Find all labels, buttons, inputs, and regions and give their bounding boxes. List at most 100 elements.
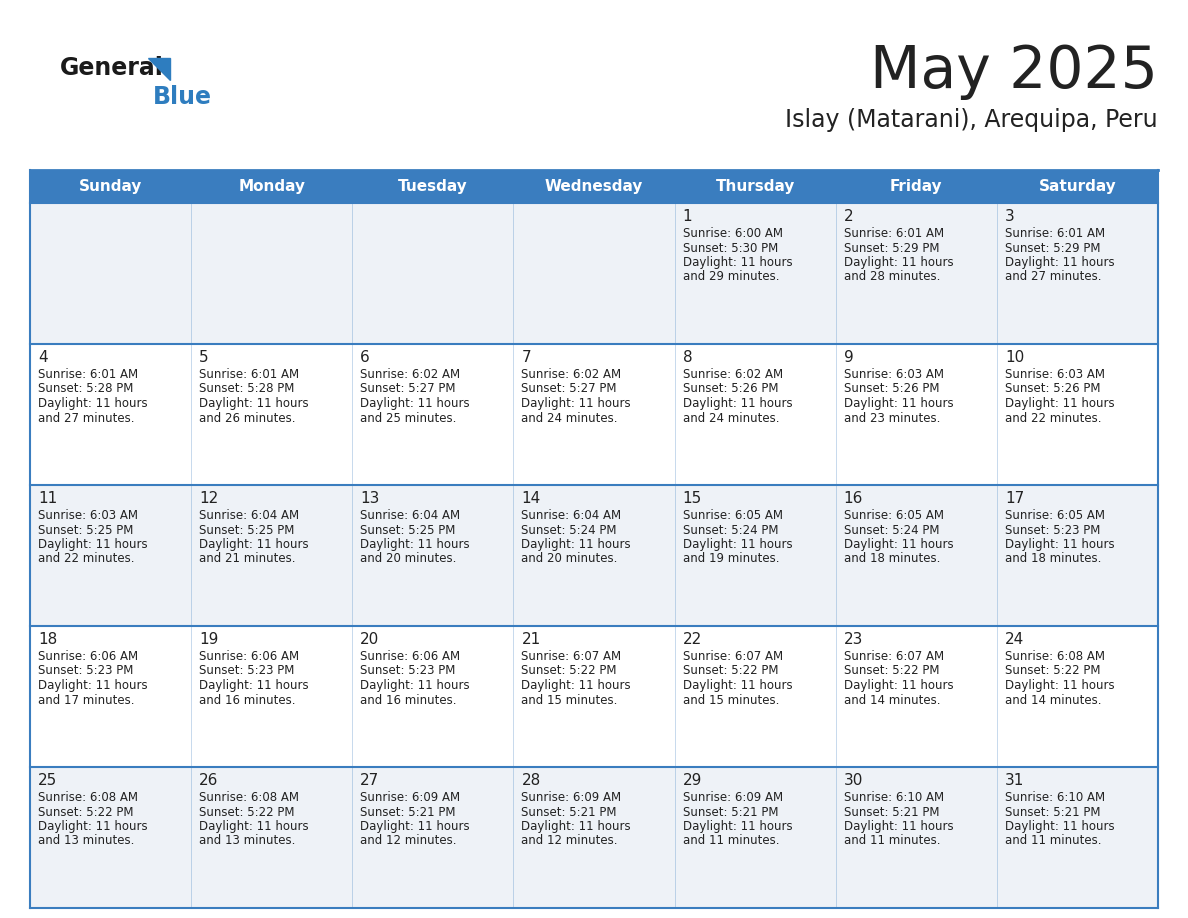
Text: Sunset: 5:21 PM: Sunset: 5:21 PM — [522, 805, 617, 819]
Text: and 18 minutes.: and 18 minutes. — [843, 553, 940, 565]
Text: and 11 minutes.: and 11 minutes. — [843, 834, 940, 847]
Text: Sunrise: 6:05 AM: Sunrise: 6:05 AM — [683, 509, 783, 522]
Text: Sunrise: 6:02 AM: Sunrise: 6:02 AM — [683, 368, 783, 381]
Text: Sunset: 5:24 PM: Sunset: 5:24 PM — [683, 523, 778, 536]
Text: 22: 22 — [683, 632, 702, 647]
Text: Sunset: 5:26 PM: Sunset: 5:26 PM — [843, 383, 940, 396]
Text: 14: 14 — [522, 491, 541, 506]
Text: Sunrise: 6:01 AM: Sunrise: 6:01 AM — [38, 368, 138, 381]
Text: Sunrise: 6:08 AM: Sunrise: 6:08 AM — [200, 791, 299, 804]
Text: Sunset: 5:26 PM: Sunset: 5:26 PM — [1005, 383, 1100, 396]
Bar — [513, 170, 675, 203]
Text: Sunset: 5:23 PM: Sunset: 5:23 PM — [200, 665, 295, 677]
Text: Sunrise: 6:02 AM: Sunrise: 6:02 AM — [360, 368, 461, 381]
Text: 15: 15 — [683, 491, 702, 506]
Text: and 27 minutes.: and 27 minutes. — [38, 411, 134, 424]
Text: and 27 minutes.: and 27 minutes. — [1005, 271, 1101, 284]
Text: Daylight: 11 hours: Daylight: 11 hours — [200, 820, 309, 833]
Text: Sunrise: 6:01 AM: Sunrise: 6:01 AM — [843, 227, 943, 240]
Text: Sunrise: 6:10 AM: Sunrise: 6:10 AM — [1005, 791, 1105, 804]
Text: 19: 19 — [200, 632, 219, 647]
Text: Sunset: 5:27 PM: Sunset: 5:27 PM — [360, 383, 456, 396]
Text: Daylight: 11 hours: Daylight: 11 hours — [1005, 820, 1114, 833]
Text: and 15 minutes.: and 15 minutes. — [522, 693, 618, 707]
Text: and 19 minutes.: and 19 minutes. — [683, 553, 779, 565]
Text: and 18 minutes.: and 18 minutes. — [1005, 553, 1101, 565]
Text: 29: 29 — [683, 773, 702, 788]
Text: 25: 25 — [38, 773, 57, 788]
Text: and 14 minutes.: and 14 minutes. — [843, 693, 940, 707]
Text: Daylight: 11 hours: Daylight: 11 hours — [200, 397, 309, 410]
Text: Daylight: 11 hours: Daylight: 11 hours — [522, 679, 631, 692]
Text: and 20 minutes.: and 20 minutes. — [360, 553, 456, 565]
Text: Daylight: 11 hours: Daylight: 11 hours — [360, 820, 470, 833]
Text: Sunset: 5:23 PM: Sunset: 5:23 PM — [1005, 523, 1100, 536]
Text: Daylight: 11 hours: Daylight: 11 hours — [683, 397, 792, 410]
Text: Daylight: 11 hours: Daylight: 11 hours — [1005, 538, 1114, 551]
Text: 7: 7 — [522, 350, 531, 365]
Text: Saturday: Saturday — [1038, 179, 1117, 194]
Text: Islay (Matarani), Arequipa, Peru: Islay (Matarani), Arequipa, Peru — [785, 108, 1158, 132]
Text: Sunset: 5:24 PM: Sunset: 5:24 PM — [522, 523, 617, 536]
Text: Sunrise: 6:10 AM: Sunrise: 6:10 AM — [843, 791, 943, 804]
Text: Sunrise: 6:06 AM: Sunrise: 6:06 AM — [360, 650, 461, 663]
Text: Daylight: 11 hours: Daylight: 11 hours — [38, 820, 147, 833]
Text: Sunrise: 6:03 AM: Sunrise: 6:03 AM — [38, 509, 138, 522]
Text: and 13 minutes.: and 13 minutes. — [200, 834, 296, 847]
Text: Daylight: 11 hours: Daylight: 11 hours — [683, 679, 792, 692]
Text: Sunset: 5:22 PM: Sunset: 5:22 PM — [38, 805, 133, 819]
Text: Daylight: 11 hours: Daylight: 11 hours — [200, 679, 309, 692]
Text: Daylight: 11 hours: Daylight: 11 hours — [38, 397, 147, 410]
Text: and 28 minutes.: and 28 minutes. — [843, 271, 940, 284]
Text: Daylight: 11 hours: Daylight: 11 hours — [522, 397, 631, 410]
Text: and 17 minutes.: and 17 minutes. — [38, 693, 134, 707]
Text: Sunset: 5:24 PM: Sunset: 5:24 PM — [843, 523, 940, 536]
Text: Daylight: 11 hours: Daylight: 11 hours — [360, 397, 470, 410]
Text: 17: 17 — [1005, 491, 1024, 506]
Text: 24: 24 — [1005, 632, 1024, 647]
Text: and 14 minutes.: and 14 minutes. — [1005, 693, 1101, 707]
Text: Sunset: 5:30 PM: Sunset: 5:30 PM — [683, 241, 778, 254]
Text: Daylight: 11 hours: Daylight: 11 hours — [843, 256, 953, 269]
Text: Sunrise: 6:07 AM: Sunrise: 6:07 AM — [522, 650, 621, 663]
Text: and 24 minutes.: and 24 minutes. — [683, 411, 779, 424]
Text: Sunrise: 6:03 AM: Sunrise: 6:03 AM — [1005, 368, 1105, 381]
Text: Sunrise: 6:04 AM: Sunrise: 6:04 AM — [360, 509, 461, 522]
Text: Wednesday: Wednesday — [545, 179, 643, 194]
Text: Sunday: Sunday — [78, 179, 143, 194]
Polygon shape — [148, 58, 170, 80]
Text: Sunrise: 6:01 AM: Sunrise: 6:01 AM — [200, 368, 299, 381]
Bar — [835, 170, 997, 203]
Text: Sunrise: 6:06 AM: Sunrise: 6:06 AM — [200, 650, 299, 663]
Text: and 11 minutes.: and 11 minutes. — [1005, 834, 1101, 847]
Text: 5: 5 — [200, 350, 209, 365]
Text: 23: 23 — [843, 632, 864, 647]
Text: Sunset: 5:25 PM: Sunset: 5:25 PM — [38, 523, 133, 536]
Text: 8: 8 — [683, 350, 693, 365]
Text: Sunset: 5:26 PM: Sunset: 5:26 PM — [683, 383, 778, 396]
Text: Sunset: 5:21 PM: Sunset: 5:21 PM — [360, 805, 456, 819]
Text: 18: 18 — [38, 632, 57, 647]
Text: Sunset: 5:29 PM: Sunset: 5:29 PM — [843, 241, 940, 254]
Text: Sunset: 5:22 PM: Sunset: 5:22 PM — [1005, 665, 1100, 677]
Text: Sunset: 5:21 PM: Sunset: 5:21 PM — [1005, 805, 1100, 819]
Text: and 25 minutes.: and 25 minutes. — [360, 411, 456, 424]
Text: Sunset: 5:27 PM: Sunset: 5:27 PM — [522, 383, 617, 396]
Bar — [997, 170, 1158, 203]
Text: Sunrise: 6:04 AM: Sunrise: 6:04 AM — [522, 509, 621, 522]
Text: 11: 11 — [38, 491, 57, 506]
Text: Sunset: 5:22 PM: Sunset: 5:22 PM — [200, 805, 295, 819]
Text: and 13 minutes.: and 13 minutes. — [38, 834, 134, 847]
Text: and 21 minutes.: and 21 minutes. — [200, 553, 296, 565]
Text: Sunset: 5:29 PM: Sunset: 5:29 PM — [1005, 241, 1100, 254]
Text: Sunrise: 6:08 AM: Sunrise: 6:08 AM — [38, 791, 138, 804]
Text: Sunset: 5:21 PM: Sunset: 5:21 PM — [843, 805, 940, 819]
Text: Sunset: 5:23 PM: Sunset: 5:23 PM — [38, 665, 133, 677]
Text: 21: 21 — [522, 632, 541, 647]
Text: 1: 1 — [683, 209, 693, 224]
Text: Sunrise: 6:09 AM: Sunrise: 6:09 AM — [360, 791, 461, 804]
Text: Blue: Blue — [153, 85, 211, 109]
Text: and 15 minutes.: and 15 minutes. — [683, 693, 779, 707]
Bar — [30, 344, 1158, 485]
Text: Daylight: 11 hours: Daylight: 11 hours — [683, 256, 792, 269]
